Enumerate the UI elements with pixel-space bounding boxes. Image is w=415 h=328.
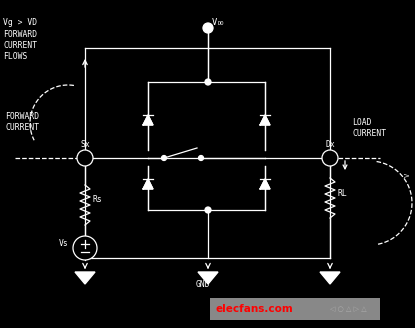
Circle shape xyxy=(161,155,166,160)
Circle shape xyxy=(203,23,213,33)
Circle shape xyxy=(77,150,93,166)
Text: CURRENT: CURRENT xyxy=(5,123,39,132)
Text: Vg > VD: Vg > VD xyxy=(3,18,37,27)
Text: ◁ ○ △ ▷ △: ◁ ○ △ ▷ △ xyxy=(330,306,366,312)
Text: V: V xyxy=(212,18,217,27)
Polygon shape xyxy=(143,179,153,189)
Circle shape xyxy=(205,79,211,85)
Circle shape xyxy=(205,207,211,213)
Text: CURRENT: CURRENT xyxy=(352,129,386,138)
Text: FORWARD: FORWARD xyxy=(3,30,37,39)
Text: LOAD: LOAD xyxy=(352,118,371,127)
Polygon shape xyxy=(198,272,218,284)
Text: GND: GND xyxy=(196,280,211,289)
Text: V: V xyxy=(405,173,411,177)
Polygon shape xyxy=(75,272,95,284)
Polygon shape xyxy=(260,115,270,125)
Polygon shape xyxy=(143,115,153,125)
Text: CURRENT: CURRENT xyxy=(3,41,37,50)
Text: FLOWS: FLOWS xyxy=(3,52,27,61)
Text: Vs: Vs xyxy=(59,238,69,248)
Text: Sx: Sx xyxy=(80,140,90,149)
Polygon shape xyxy=(320,272,340,284)
Circle shape xyxy=(203,24,212,32)
FancyBboxPatch shape xyxy=(210,298,380,320)
Circle shape xyxy=(322,150,338,166)
Text: DD: DD xyxy=(218,21,225,26)
Text: Dx: Dx xyxy=(325,140,335,149)
Text: RL: RL xyxy=(337,189,347,197)
Circle shape xyxy=(73,236,97,260)
Polygon shape xyxy=(260,179,270,189)
Circle shape xyxy=(198,155,203,160)
Text: FORWARD: FORWARD xyxy=(5,112,39,121)
Text: Rs: Rs xyxy=(92,195,102,204)
Text: elecfans.com: elecfans.com xyxy=(215,304,293,314)
